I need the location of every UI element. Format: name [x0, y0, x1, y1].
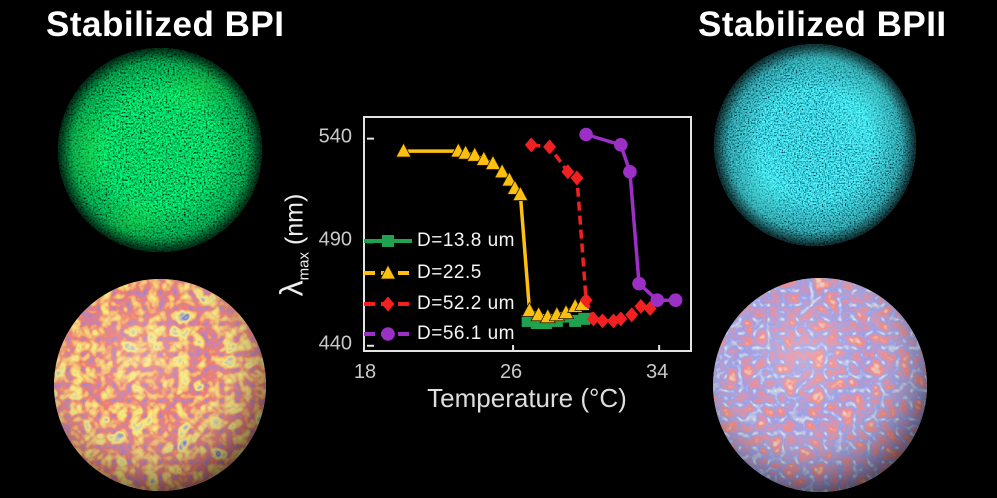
x-axis-label: Temperature (°C) — [427, 383, 627, 413]
legend-sample — [364, 264, 412, 280]
bpii-title: Stabilized BPII — [698, 5, 947, 44]
bpi-simulation-image — [54, 279, 266, 491]
legend-label: D=52.2 um — [417, 293, 515, 314]
y-tick-label: 540 — [318, 125, 352, 148]
legend-label: D=56.1 um — [417, 323, 515, 344]
spectra-plot-area — [363, 116, 692, 352]
lambda-symbol: λ — [273, 280, 310, 297]
x-tick-label: 34 — [646, 361, 669, 383]
legend-item: D=22.5 — [364, 261, 482, 285]
x-tick-label: 26 — [499, 361, 523, 383]
x-tick-label: 18 — [353, 361, 377, 383]
bpi-confocal-image — [58, 48, 262, 252]
y-tick-label: 440 — [318, 332, 352, 355]
legend-sample — [364, 327, 412, 341]
legend-sample — [364, 235, 412, 247]
legend-item: D=56.1 um — [364, 322, 515, 346]
y-tick-label: 490 — [318, 228, 352, 251]
spectra-plot-series — [367, 127, 683, 352]
bpii-simulation-image — [713, 278, 927, 492]
lambda-subscript: max — [295, 252, 313, 281]
legend-label: D=22.5 — [417, 262, 482, 283]
legend-sample — [364, 296, 412, 312]
bpii-confocal-image — [714, 44, 916, 246]
legend-item: D=13.8 um — [364, 229, 515, 253]
legend-label: D=13.8 um — [417, 230, 515, 251]
legend-item: D=52.2 um — [364, 292, 515, 316]
bpi-title: Stabilized BPI — [46, 5, 285, 44]
